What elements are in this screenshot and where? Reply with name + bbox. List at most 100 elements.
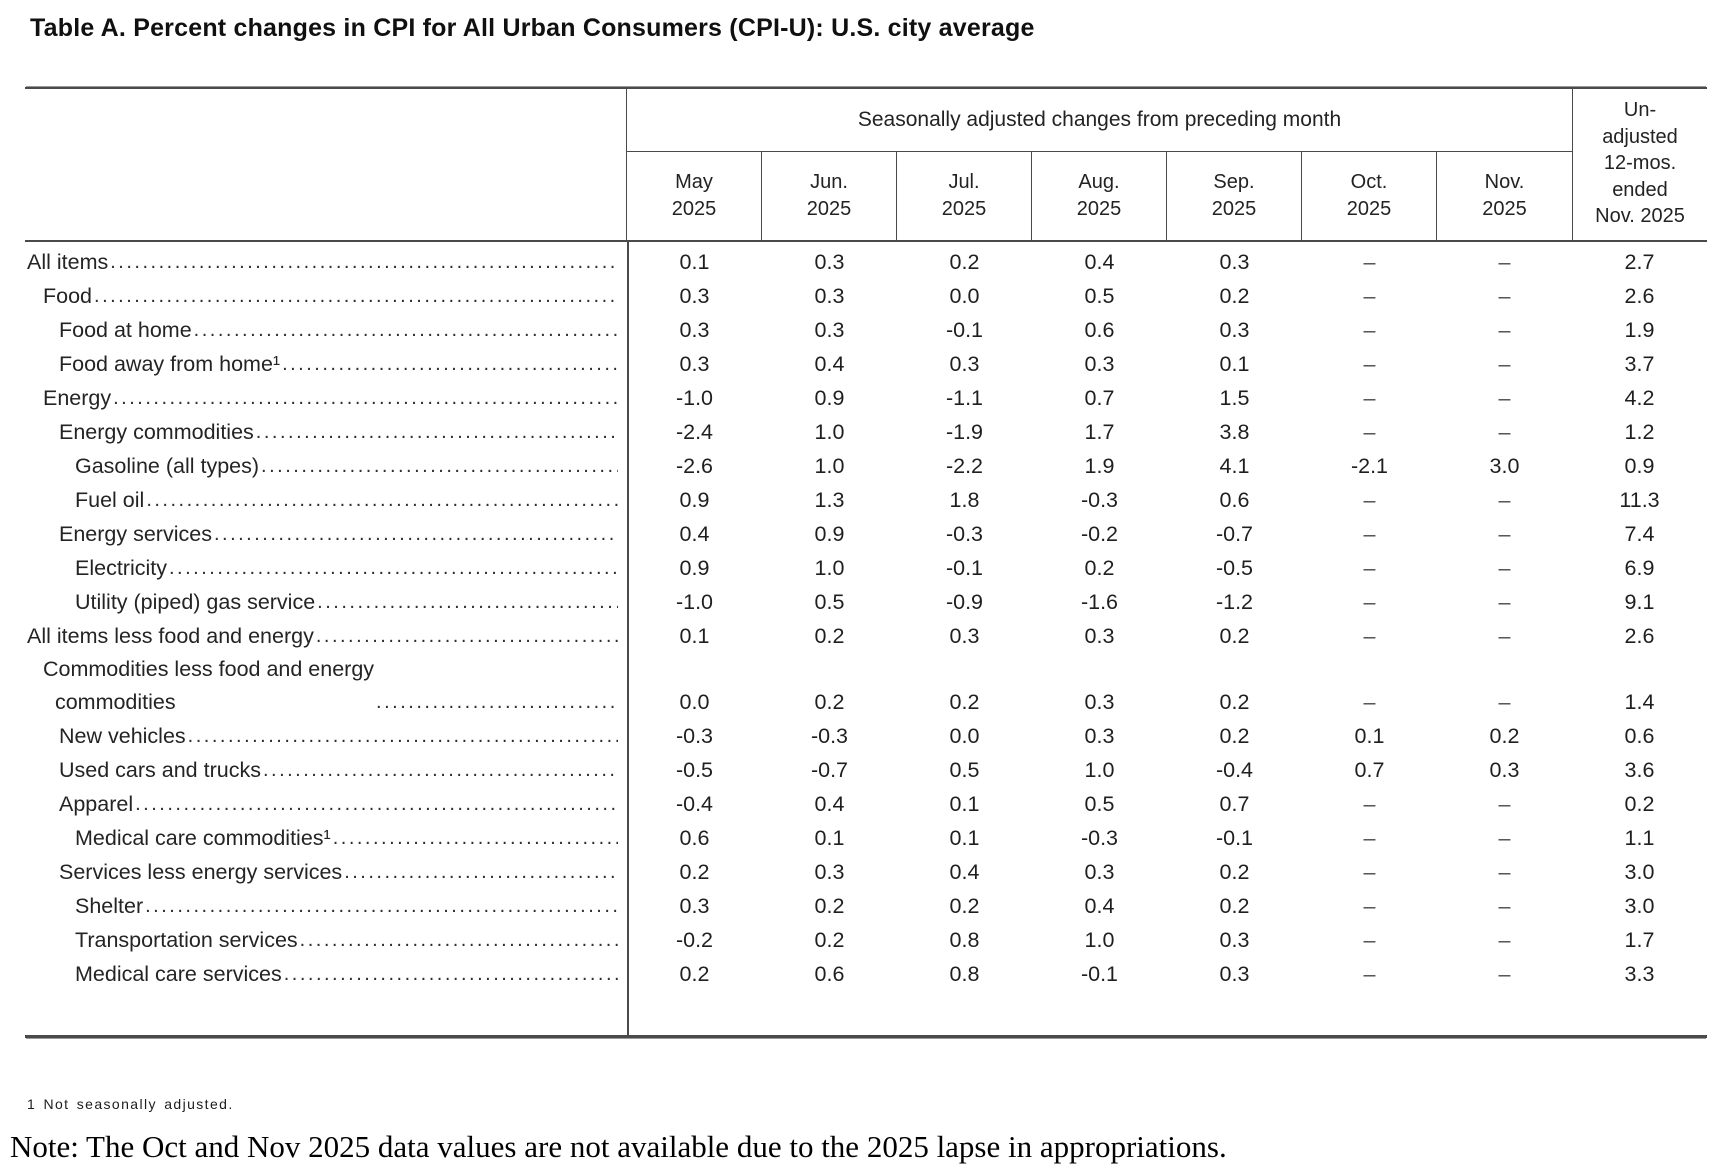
unadjusted-column-header: Un- adjusted 12-mos. ended Nov. 2025 — [1572, 89, 1707, 240]
value-cell: – — [1498, 962, 1511, 986]
value-cell: -2.6 — [675, 454, 714, 478]
value-cell: 0.3 — [1084, 690, 1115, 714]
stub-header-cell — [25, 89, 627, 240]
row-label: Food away from home¹ — [59, 352, 281, 376]
dot-leader — [333, 821, 618, 855]
row-stub: Food — [25, 279, 627, 313]
value-cell: – — [1498, 488, 1511, 512]
row-stub: Apparel — [25, 787, 627, 821]
value-cell: 1.0 — [1084, 758, 1115, 782]
table-row: Energy commodities -2.4 1.0 -1.9 1.7 3.8 – – 1.2 — [25, 415, 1707, 449]
table-body: All items 0.1 0.3 0.2 0.4 0.3 – – 2.7 Food 0.3 0.3 0… — [25, 242, 1707, 1035]
row-label: Apparel — [59, 792, 134, 816]
value-cell: 0.3 — [814, 318, 845, 342]
row-stub: Medical care commodities¹ — [25, 821, 627, 855]
value-cell: 0.3 — [814, 284, 845, 308]
value-cell: 0.2 — [1219, 690, 1250, 714]
dot-leader — [317, 585, 618, 619]
value-cell: 0.3 — [1489, 758, 1520, 782]
value-cell: 0.3 — [1084, 860, 1115, 884]
dot-leader — [94, 279, 618, 313]
value-cell: 0.0 — [679, 690, 710, 714]
value-cell: -0.2 — [1080, 522, 1119, 546]
value-cell: – — [1498, 590, 1511, 614]
row-label: Commodities less food and energy commodi… — [43, 657, 375, 714]
value-cell: 0.3 — [1219, 928, 1250, 952]
value-cell: – — [1363, 318, 1376, 342]
value-cell: 3.0 — [1624, 860, 1655, 884]
value-cell: -0.5 — [675, 758, 714, 782]
value-cell: – — [1363, 792, 1376, 816]
value-cell: 0.3 — [1084, 724, 1115, 748]
value-cell: -0.4 — [675, 792, 714, 816]
value-cell: 0.7 — [1084, 386, 1115, 410]
value-cell: – — [1498, 352, 1511, 376]
value-cell: 0.2 — [1219, 624, 1250, 648]
value-cell: – — [1363, 624, 1376, 648]
value-cell: – — [1363, 928, 1376, 952]
value-cell: 9.1 — [1624, 590, 1655, 614]
row-stub: New vehicles — [25, 719, 627, 753]
value-cell: 0.2 — [814, 624, 845, 648]
value-cell: 0.0 — [949, 724, 980, 748]
row-label: Energy commodities — [59, 420, 254, 444]
row-stub: All items less food and energy — [25, 619, 627, 653]
table-row: Energy services 0.4 0.9 -0.3 -0.2 -0.7 – – 7.4 — [25, 517, 1707, 551]
value-cell: 0.3 — [679, 894, 710, 918]
value-cell: -1.9 — [945, 420, 984, 444]
value-cell: 0.8 — [949, 928, 980, 952]
value-cell: – — [1363, 690, 1376, 714]
value-cell: 0.2 — [814, 690, 845, 714]
value-cell: -1.0 — [675, 590, 714, 614]
value-cell: 1.9 — [1624, 318, 1655, 342]
table-row: Food 0.3 0.3 0.0 0.5 0.2 – – 2.6 — [25, 279, 1707, 313]
dot-leader — [282, 347, 618, 381]
row-stub: Medical care services — [25, 957, 627, 991]
row-stub: Energy commodities — [25, 415, 627, 449]
value-cell: 0.1 — [679, 250, 710, 274]
value-cell: 1.0 — [814, 420, 845, 444]
value-cell: 0.2 — [1489, 724, 1520, 748]
value-cell: 1.5 — [1219, 386, 1250, 410]
value-cell: 0.6 — [814, 962, 845, 986]
value-cell: 0.2 — [949, 894, 980, 918]
value-cell: 0.1 — [814, 826, 845, 850]
value-cell: -2.1 — [1350, 454, 1389, 478]
table-row: Used cars and trucks -0.5 -0.7 0.5 1.0 -0.4 0.… — [25, 753, 1707, 787]
value-cell: 2.6 — [1624, 284, 1655, 308]
value-cell: – — [1363, 284, 1376, 308]
value-cell: – — [1498, 284, 1511, 308]
value-cell: – — [1498, 420, 1511, 444]
value-cell: 0.3 — [814, 860, 845, 884]
row-label: Energy services — [59, 522, 212, 546]
value-cell: 0.9 — [814, 522, 845, 546]
dot-leader — [256, 415, 618, 449]
value-cell: 1.8 — [949, 488, 980, 512]
value-cell: – — [1363, 826, 1376, 850]
value-cell: -0.1 — [945, 318, 984, 342]
value-cell: – — [1498, 826, 1511, 850]
value-cell: 0.7 — [1354, 758, 1385, 782]
value-cell: 0.4 — [814, 352, 845, 376]
value-cell: -2.4 — [675, 420, 714, 444]
value-cell: 0.6 — [679, 826, 710, 850]
value-cell: -0.7 — [810, 758, 849, 782]
value-cell: – — [1363, 860, 1376, 884]
value-cell: – — [1363, 488, 1376, 512]
row-stub: Fuel oil — [25, 483, 627, 517]
value-cell: 0.0 — [949, 284, 980, 308]
table-row: Shelter 0.3 0.2 0.2 0.4 0.2 – – 3.0 — [25, 889, 1707, 923]
value-cell: 0.3 — [1219, 962, 1250, 986]
value-cell: -0.3 — [945, 522, 984, 546]
footnote: 1 Not seasonally adjusted. — [27, 1096, 234, 1112]
table-row: Fuel oil 0.9 1.3 1.8 -0.3 0.6 – – 11.3 — [25, 483, 1707, 517]
value-cell: – — [1498, 250, 1511, 274]
dot-leader — [110, 245, 618, 279]
row-stub: Services less energy services — [25, 855, 627, 889]
value-cell: – — [1498, 522, 1511, 546]
month-column-header: May 2025 — [627, 152, 762, 240]
value-cell: 3.8 — [1219, 420, 1250, 444]
value-cell: -0.5 — [1215, 556, 1254, 580]
value-cell: 0.4 — [949, 860, 980, 884]
value-cell: 0.3 — [1219, 250, 1250, 274]
